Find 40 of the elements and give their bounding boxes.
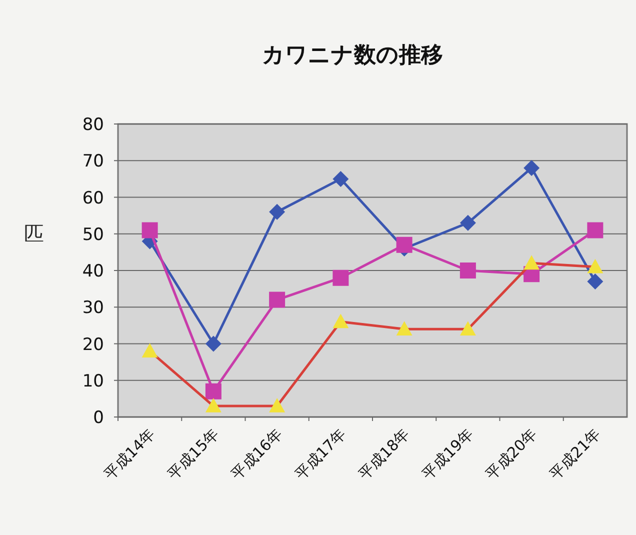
chart-title: カワニナ数の推移 (262, 43, 443, 68)
y-tick-label: 30 (82, 298, 104, 318)
y-tick-label: 60 (82, 188, 104, 208)
point (524, 160, 540, 176)
y-tick-label: 40 (82, 262, 104, 282)
y-axis-title: 匹 (24, 222, 44, 246)
x-tick-label: 平成14年 (100, 425, 159, 484)
point (587, 273, 604, 290)
point (460, 262, 476, 278)
point (396, 321, 412, 336)
y-tick-label: 0 (93, 408, 104, 428)
point (205, 383, 222, 400)
point (587, 222, 604, 238)
x-tick-label: 平成18年 (355, 425, 414, 484)
x-tick-label: 平成17年 (291, 425, 350, 484)
point (460, 214, 476, 231)
point (524, 255, 540, 270)
point (332, 314, 349, 328)
y-tick-label: 50 (82, 224, 104, 245)
point (269, 292, 286, 308)
x-tick-label: 平成21年 (546, 425, 604, 484)
point (269, 398, 286, 412)
x-tick-label: 平成20年 (482, 425, 540, 484)
x-tick-label: 平成19年 (418, 425, 477, 484)
y-tick-label: 10 (82, 371, 104, 392)
point (142, 222, 158, 238)
point (205, 398, 222, 412)
point (332, 270, 349, 286)
point (142, 343, 158, 358)
point (269, 204, 286, 220)
y-tick-label: 20 (82, 334, 104, 355)
y-tick-label: 80 (82, 115, 104, 135)
point (332, 170, 349, 187)
point (587, 258, 604, 274)
point (460, 321, 476, 336)
y-tick-label: 70 (82, 152, 104, 172)
point (205, 336, 222, 352)
x-tick-label: 平成16年 (228, 425, 286, 484)
x-tick-label: 平成15年 (164, 425, 222, 484)
point (396, 236, 412, 253)
